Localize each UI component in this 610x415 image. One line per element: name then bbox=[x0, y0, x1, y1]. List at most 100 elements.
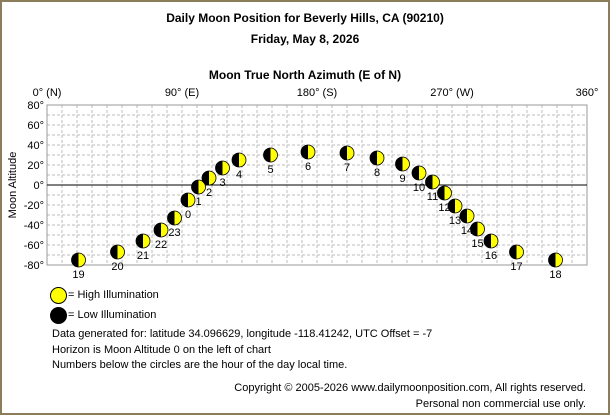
moon-dark-half bbox=[509, 245, 517, 259]
moon-outline bbox=[369, 150, 385, 166]
moon-lit-half bbox=[188, 193, 195, 207]
moon-lit-half bbox=[239, 153, 246, 167]
moon-outline bbox=[470, 221, 485, 237]
x-tick-label: 0° (N) bbox=[33, 87, 62, 99]
hour-label: 15 bbox=[471, 238, 483, 250]
moon-lit-half bbox=[516, 245, 524, 259]
hour-label: 21 bbox=[137, 250, 149, 262]
moon-outline bbox=[153, 222, 169, 238]
moon-point bbox=[470, 221, 485, 237]
hour-label: 19 bbox=[72, 269, 84, 281]
moon-point bbox=[231, 152, 247, 168]
hour-label: 12 bbox=[438, 202, 450, 214]
moon-dark-half bbox=[460, 209, 467, 223]
moon-dark-half bbox=[154, 223, 161, 237]
x-tick-label: 180° (S) bbox=[297, 87, 337, 99]
y-tick-label: 60° bbox=[27, 120, 44, 132]
moon-lit-half bbox=[467, 209, 474, 223]
moon-outline bbox=[201, 170, 217, 186]
moon-dark-half bbox=[437, 186, 445, 200]
moon-dark-half bbox=[215, 161, 223, 175]
moon-lit-half bbox=[78, 253, 86, 267]
moon-outline bbox=[509, 244, 524, 260]
moon-lit-half bbox=[455, 199, 462, 213]
moon-lit-half bbox=[477, 222, 485, 236]
moon-point bbox=[71, 252, 86, 268]
moon-dark-half bbox=[425, 175, 433, 189]
moon-outline bbox=[191, 179, 206, 195]
moon-lit-half bbox=[444, 186, 452, 200]
hour-label: 11 bbox=[427, 191, 438, 203]
y-tick-label: 80° bbox=[27, 100, 44, 112]
hour-label: 9 bbox=[399, 173, 405, 185]
moon-outline bbox=[167, 210, 182, 226]
moon-dark-half bbox=[110, 245, 118, 259]
hour-label: 5 bbox=[267, 164, 273, 176]
hour-label: 14 bbox=[461, 225, 473, 237]
moon-dark-half bbox=[263, 148, 271, 162]
y-tick-label: 40° bbox=[27, 140, 44, 152]
moon-outline bbox=[135, 233, 151, 249]
moon-point bbox=[548, 252, 563, 268]
legend-low-label: = Low Illumination bbox=[68, 309, 157, 321]
moon-point bbox=[263, 147, 278, 163]
hour-label: 13 bbox=[449, 215, 461, 227]
moon-dark-half bbox=[484, 234, 491, 248]
moon-point bbox=[201, 170, 217, 186]
x-axis-title: Moon True North Azimuth (E of N) bbox=[208, 68, 402, 82]
x-tick-label: 90° (E) bbox=[165, 87, 199, 99]
moon-dark-half bbox=[232, 153, 239, 167]
hour-label: 4 bbox=[236, 169, 242, 181]
moon-dark-half bbox=[167, 211, 175, 225]
high-illumination-legend-icon bbox=[50, 287, 67, 304]
moon-dark-half bbox=[136, 234, 143, 248]
moon-point bbox=[483, 233, 499, 249]
moon-lit-half bbox=[377, 151, 384, 165]
chart-date: Friday, May 8, 2026 bbox=[250, 32, 360, 46]
moon-outline bbox=[411, 165, 427, 181]
moon-point bbox=[215, 160, 230, 176]
moon-point bbox=[300, 144, 316, 160]
moon-lit-half bbox=[270, 148, 278, 162]
moon-lit-half bbox=[308, 145, 315, 159]
hour-label: 18 bbox=[549, 269, 561, 281]
moon-outline bbox=[425, 174, 440, 190]
moon-outline bbox=[263, 147, 278, 163]
note-hours: Numbers below the circles are the hour o… bbox=[52, 359, 348, 371]
hour-label: 2 bbox=[206, 187, 212, 199]
moon-lit-half bbox=[491, 234, 498, 248]
moon-dark-half bbox=[181, 193, 188, 207]
hour-label: 0 bbox=[185, 209, 191, 221]
moon-point bbox=[437, 185, 452, 201]
moon-lit-half bbox=[347, 146, 354, 160]
moon-point bbox=[395, 156, 410, 172]
moon-dark-half bbox=[470, 222, 478, 236]
x-tick-label: 270° (W) bbox=[430, 87, 474, 99]
hour-label: 20 bbox=[111, 261, 123, 273]
hour-label: 17 bbox=[510, 261, 522, 273]
legend-high-label: = High Illumination bbox=[68, 289, 159, 301]
moon-dark-half bbox=[71, 253, 79, 267]
y-tick-label: -80° bbox=[24, 260, 44, 272]
moon-dark-half bbox=[301, 145, 308, 159]
moon-dark-half bbox=[370, 151, 377, 165]
moon-lit-half bbox=[174, 211, 182, 225]
moon-lit-half bbox=[117, 245, 125, 259]
y-axis-title: Moon Altitude bbox=[7, 152, 19, 219]
moon-lit-half bbox=[402, 157, 410, 172]
moon-dark-half bbox=[202, 171, 209, 185]
note-horizon: Horizon is Moon Altitude 0 on the left o… bbox=[52, 344, 271, 356]
moon-lit-half bbox=[198, 180, 206, 194]
moon-point bbox=[180, 192, 196, 208]
moon-outline bbox=[395, 156, 410, 172]
moon-point bbox=[459, 208, 475, 224]
hour-label: 3 bbox=[219, 177, 225, 189]
moon-point bbox=[369, 150, 385, 166]
chart-title: Daily Moon Position for Beverly Hills, C… bbox=[166, 11, 444, 25]
moon-dark-half bbox=[448, 199, 455, 213]
moon-outline bbox=[110, 244, 125, 260]
moon-point bbox=[509, 244, 524, 260]
moon-point bbox=[447, 198, 463, 214]
